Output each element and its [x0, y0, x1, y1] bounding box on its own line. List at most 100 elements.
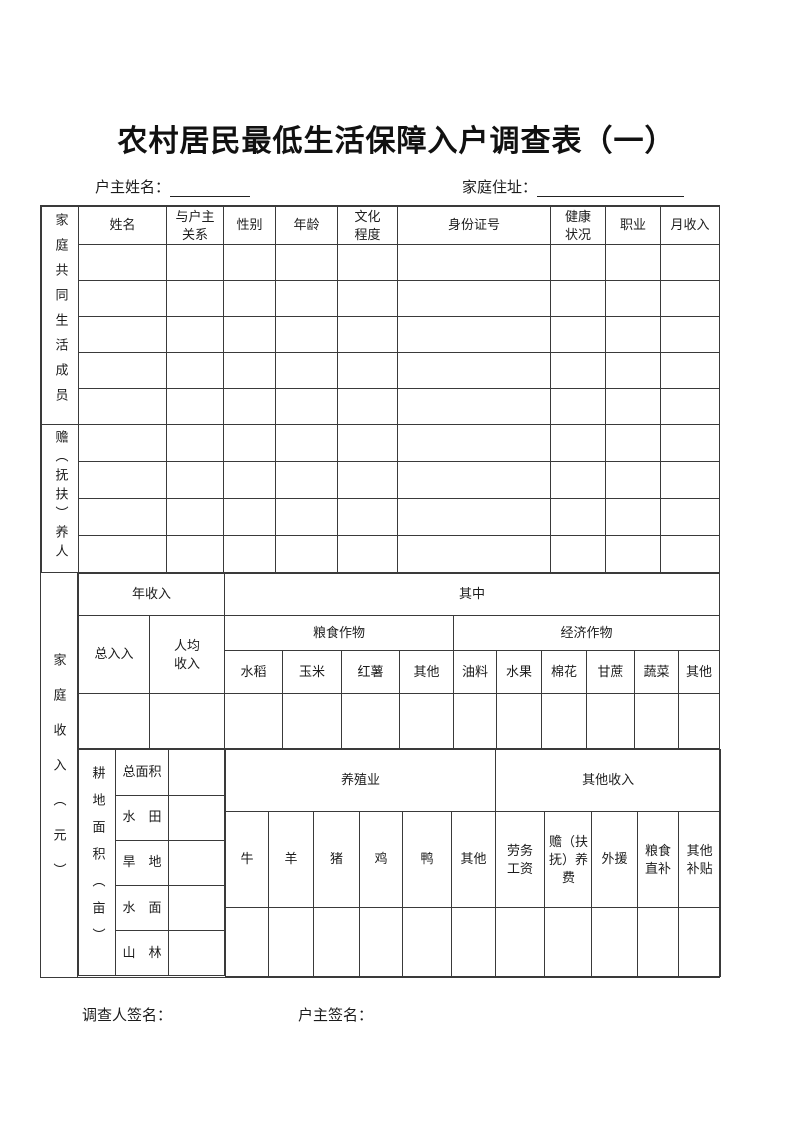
empty-cell	[275, 498, 338, 537]
empty-cell	[166, 280, 224, 318]
supporter-row	[42, 461, 720, 500]
member-header-relation: 与户主关系	[166, 205, 224, 246]
empty-cell	[397, 280, 551, 318]
empty-cell	[166, 535, 224, 574]
empty-cell	[268, 907, 314, 978]
empty-cell	[337, 535, 398, 574]
supporter-row	[42, 535, 720, 574]
empty-cell	[223, 498, 276, 537]
empty-cell	[78, 244, 167, 282]
empty-cell	[78, 461, 167, 500]
breeding-cattle: 牛	[225, 811, 269, 909]
empty-cell	[275, 535, 338, 574]
empty-cell	[275, 352, 338, 390]
breeding-values-row	[225, 907, 722, 978]
empty-cell	[78, 498, 167, 537]
members-table: 家庭共同生活成员 姓名 与户主关系 性别 年龄 文化程度 身份证号 健康状况 职…	[41, 205, 720, 574]
farmland-row-dry-land: 旱 地	[115, 839, 169, 887]
empty-cell	[223, 280, 276, 318]
empty-cell	[275, 424, 338, 463]
income-section: 家庭收入（元） 年收入 其中 总入入 人均收入 粮食作物	[41, 573, 722, 978]
member-header-monthly-income: 月收入	[660, 205, 720, 246]
income-values-row	[78, 693, 721, 750]
empty-cell	[166, 498, 224, 537]
empty-cell	[166, 244, 224, 282]
signature-row: 调查人签名： 户主签名：	[82, 1004, 793, 1025]
empty-cell	[168, 839, 225, 887]
cash-crops-header: 经济作物	[453, 615, 721, 652]
empty-cell	[402, 907, 452, 978]
householder-name-blank	[170, 180, 251, 197]
empty-cell	[337, 280, 398, 318]
member-section-label: 家庭共同生活成员	[41, 205, 79, 426]
empty-cell	[166, 461, 224, 500]
breeding-other-income-table: 养殖业 其他收入 牛 羊 猪 鸡 鸭 其他 劳务工资 赡（扶抚）养费	[224, 749, 722, 978]
empty-cell	[223, 424, 276, 463]
empty-cell	[550, 244, 606, 282]
empty-cell	[78, 424, 167, 463]
empty-cell	[637, 907, 680, 978]
empty-cell	[168, 749, 225, 796]
empty-cell	[337, 388, 398, 426]
breeding-pig: 猪	[313, 811, 360, 909]
empty-cell	[148, 693, 226, 750]
empty-cell	[550, 316, 606, 354]
address-label: 家庭住址：	[462, 180, 538, 196]
empty-cell	[78, 693, 150, 750]
empty-cell	[496, 693, 543, 750]
breeding-other: 其他	[450, 811, 497, 909]
farmland-row-total-area: 总面积	[115, 749, 169, 796]
householder-sign-label: 户主签名：	[298, 1008, 374, 1025]
empty-cell	[450, 907, 497, 978]
grain-crop-sweet-potato: 红薯	[341, 650, 401, 695]
empty-cell	[660, 498, 720, 537]
empty-cell	[660, 424, 720, 463]
empty-cell	[660, 535, 720, 574]
breeding-duck: 鸭	[402, 811, 452, 909]
empty-cell	[397, 461, 551, 500]
total-income-header: 总入入	[78, 615, 150, 695]
supporter-row: 赡（抚扶）养人	[41, 424, 720, 574]
empty-cell	[605, 280, 661, 318]
form-title: 农村居民最低生活保障入户调查表（一）	[117, 125, 676, 158]
grain-crop-corn: 玉米	[282, 650, 343, 695]
per-capita-income-header: 人均收入	[148, 615, 226, 695]
empty-cell	[605, 535, 661, 574]
empty-cell	[550, 535, 606, 574]
farmland-row-forest: 山 林	[115, 930, 169, 977]
householder-name-label: 户主姓名：	[95, 180, 171, 196]
empty-cell	[605, 424, 661, 463]
survey-table: 家庭共同生活成员 姓名 与户主关系 性别 年龄 文化程度 身份证号 健康状况 职…	[40, 205, 722, 979]
empty-cell	[223, 352, 276, 390]
empty-cell	[223, 244, 276, 282]
empty-cell	[223, 388, 276, 426]
cash-crop-fruit: 水果	[496, 650, 543, 695]
empty-cell	[397, 424, 551, 463]
other-income-support-fee: 赡（扶抚）养费	[544, 811, 593, 909]
empty-cell	[397, 388, 551, 426]
empty-cell	[168, 794, 225, 841]
empty-cell	[341, 693, 401, 750]
empty-cell	[605, 244, 661, 282]
member-header-name: 姓名	[78, 205, 167, 246]
empty-cell	[397, 498, 551, 537]
farmland-table: 耕地面积（亩） 总面积 水 田 旱 地 水 面 山 林	[78, 749, 225, 977]
grain-crop-other: 其他	[399, 650, 455, 695]
member-row	[42, 388, 720, 426]
other-income-header: 其他收入	[495, 749, 722, 813]
empty-cell	[634, 693, 680, 750]
member-header-id-number: 身份证号	[397, 205, 551, 246]
other-income-external-aid: 外援	[591, 811, 639, 909]
support-section-label: 赡（抚扶）养人	[41, 424, 79, 574]
empty-cell	[275, 244, 338, 282]
annual-income-header: 年收入	[77, 573, 226, 617]
member-header-education: 文化程度	[337, 205, 398, 246]
cash-crop-sugarcane: 甘蔗	[586, 650, 636, 695]
empty-cell	[550, 498, 606, 537]
empty-cell	[660, 244, 720, 282]
empty-cell	[337, 352, 398, 390]
empty-cell	[166, 388, 224, 426]
empty-cell	[313, 907, 360, 978]
member-header-gender: 性别	[223, 205, 276, 246]
